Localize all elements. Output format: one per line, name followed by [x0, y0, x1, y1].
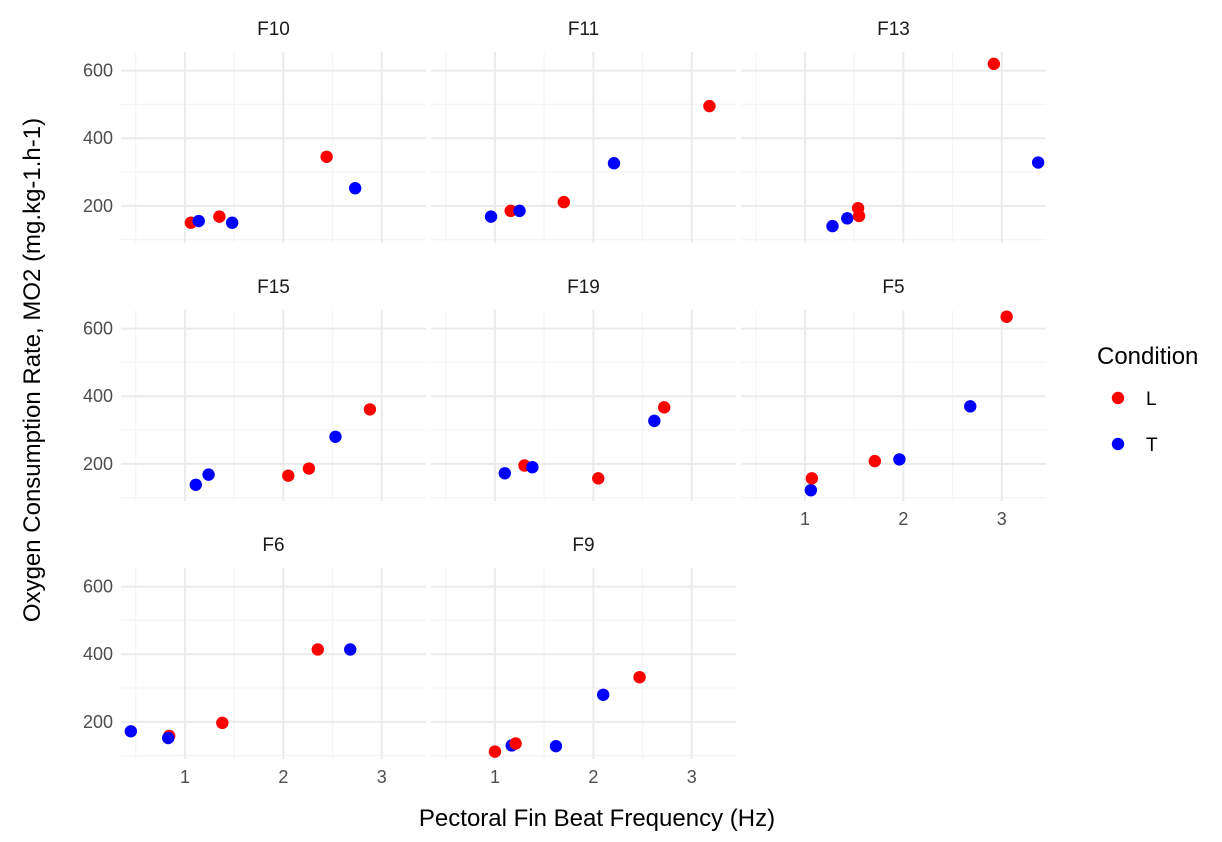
y-tick-label: 200 [83, 454, 113, 474]
facet-title: F19 [567, 277, 600, 298]
legend-entries: LT [1111, 389, 1158, 456]
x-tick-label: 1 [490, 767, 500, 787]
data-point-t [484, 210, 498, 223]
y-tick-label: 200 [83, 712, 113, 732]
data-point-t [804, 483, 818, 497]
facet-panel-f6: F6 200 400 600 1 2 3 [83, 535, 426, 787]
facet-title: F13 [877, 19, 910, 40]
data-point-l [311, 643, 324, 656]
data-point-l [282, 469, 295, 482]
y-tick-label: 600 [83, 61, 113, 81]
data-point-t [189, 478, 202, 491]
x-tick-label: 1 [800, 509, 810, 529]
facet-panel-f10: F10 200 400 600 [83, 19, 426, 243]
data-point-t [202, 468, 215, 481]
data-point-l [592, 472, 605, 485]
facet-title: F15 [257, 277, 290, 298]
data-point-l [557, 195, 571, 209]
x-tick-label: 1 [180, 767, 190, 787]
data-point-l [363, 403, 377, 416]
facet-title: F11 [568, 19, 599, 40]
x-tick-label: 2 [588, 767, 598, 787]
data-point-t [348, 182, 362, 195]
legend-key-l [1111, 391, 1125, 405]
facet-panel-f5: F5 1 2 3 [741, 277, 1046, 529]
y-tick-label: 400 [83, 128, 113, 148]
facet-panel-f15: F15 200 400 600 [83, 277, 426, 501]
data-point-t [162, 731, 175, 745]
facet-title: F10 [257, 19, 290, 40]
data-point-l [633, 670, 646, 684]
facet-title: F5 [882, 277, 904, 298]
data-point-t [344, 643, 357, 656]
data-point-l [805, 472, 819, 485]
data-point-t [124, 725, 138, 738]
data-point-t [964, 400, 977, 413]
legend-label-l: L [1146, 389, 1157, 410]
data-point-l [504, 204, 517, 218]
data-point-l [703, 99, 716, 113]
x-axis-title: Pectoral Fin Beat Frequency (Hz) [419, 805, 775, 832]
data-point-l [852, 209, 866, 223]
data-point-l [213, 210, 226, 223]
x-tick-label: 2 [278, 767, 288, 787]
data-point-t [329, 430, 342, 443]
legend-label-t: T [1146, 435, 1158, 456]
data-point-t [513, 204, 526, 218]
facet-title: F6 [262, 535, 284, 556]
data-point-t [826, 219, 839, 233]
facet-panel-f11: F11 [431, 19, 736, 243]
y-tick-label: 400 [83, 386, 113, 406]
y-tick-label: 400 [83, 644, 113, 664]
data-point-t [549, 739, 563, 753]
data-point-l [488, 745, 502, 758]
data-point-t [607, 157, 621, 170]
data-point-l [216, 716, 229, 730]
data-point-t [526, 460, 539, 474]
facet-title: F9 [572, 535, 594, 556]
data-point-l [1000, 310, 1013, 323]
data-point-t [225, 216, 239, 229]
y-tick-label: 200 [83, 196, 113, 216]
data-point-t [841, 212, 854, 225]
legend-key-t [1111, 437, 1125, 451]
x-tick-label: 3 [687, 767, 697, 787]
data-point-l [987, 57, 1001, 71]
facet-panel-f9: F9 1 2 3 [431, 535, 736, 787]
data-point-t [648, 414, 661, 428]
data-point-t [893, 453, 906, 466]
data-point-t [498, 467, 511, 480]
data-point-l [657, 401, 671, 414]
data-point-t [596, 688, 610, 701]
facet-panel-f13: F13 [741, 19, 1046, 243]
y-tick-label: 600 [83, 319, 113, 339]
data-point-t [192, 214, 205, 228]
data-point-t [1031, 156, 1045, 169]
x-tick-label: 3 [997, 509, 1007, 529]
x-tick-label: 2 [898, 509, 908, 529]
x-tick-label: 3 [377, 767, 387, 787]
data-point-l [509, 737, 522, 750]
legend-title: Condition [1097, 343, 1198, 370]
data-point-l [868, 454, 882, 468]
legend: Condition LT [1097, 343, 1198, 456]
y-tick-label: 600 [83, 577, 113, 597]
y-axis-title: Oxygen Consumption Rate, MO2 (mg.kg-1.h-… [19, 118, 46, 622]
facet-panel-f19: F19 [431, 277, 736, 501]
data-point-l [320, 150, 333, 163]
data-point-l [302, 462, 316, 475]
